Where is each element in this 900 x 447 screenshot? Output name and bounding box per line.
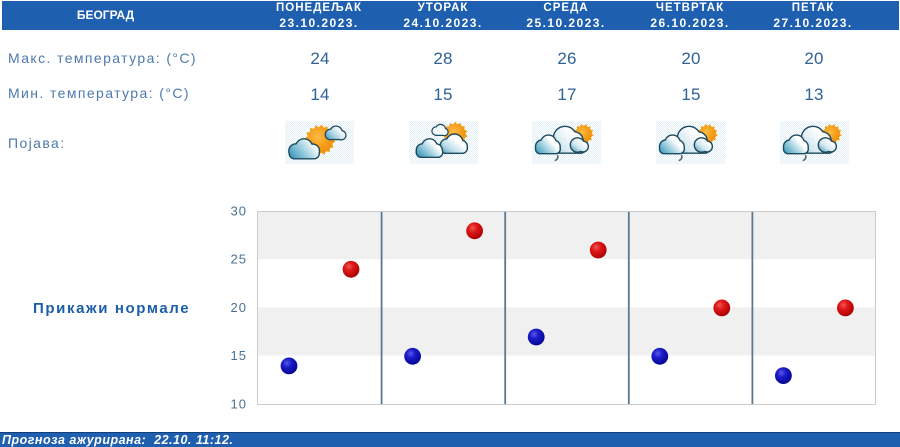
svg-text:15: 15 [231,348,247,363]
svg-text:10: 10 [231,396,247,411]
svg-text:30: 30 [231,205,247,219]
svg-text:25: 25 [231,252,247,267]
svg-text:20: 20 [231,300,247,315]
